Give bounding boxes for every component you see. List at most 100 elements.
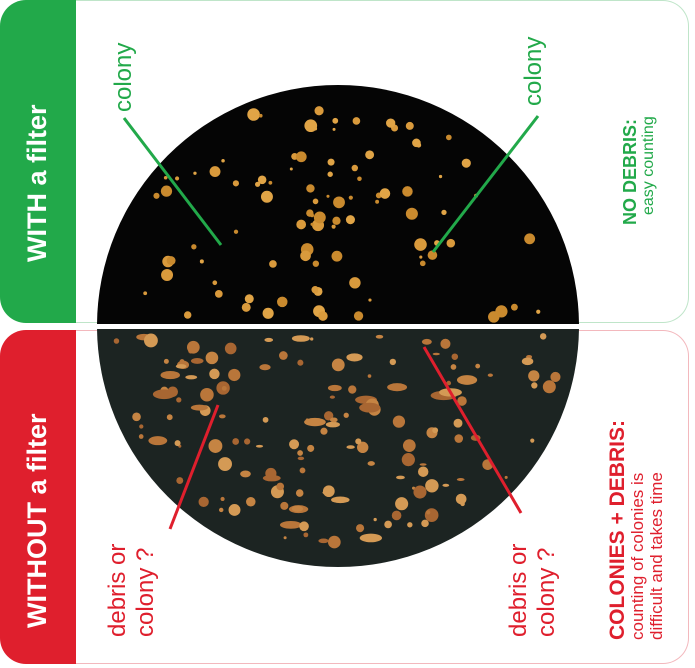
colony-dot [524, 233, 536, 245]
colony-dot [297, 450, 303, 456]
colony-dot [257, 175, 267, 185]
colony-dot [283, 536, 287, 540]
colony-dot [138, 434, 144, 439]
colony-dot [198, 496, 209, 507]
colony-dot [440, 338, 451, 349]
colony-dot [355, 438, 362, 445]
colony-dot [330, 417, 338, 423]
colony-dot [417, 466, 429, 477]
colony-dot [367, 461, 375, 466]
colony-dot [352, 117, 361, 125]
colony-dot [421, 519, 429, 528]
colony-dot [259, 364, 271, 371]
colony-dot [346, 353, 363, 362]
pointer-line-colony-left [122, 117, 223, 246]
colony-dot [345, 215, 355, 225]
colony-dot [191, 244, 197, 250]
colony-dot [357, 176, 362, 181]
colony-dot [262, 416, 269, 423]
colony-dot [205, 351, 219, 365]
colony-dot [419, 255, 423, 259]
colony-dot [313, 211, 326, 224]
colony-dot [391, 510, 402, 521]
colony-dot [166, 256, 176, 266]
colony-dot [542, 380, 556, 394]
colony-dot [395, 497, 409, 511]
colony-dot [424, 508, 439, 522]
colony-dot [160, 370, 180, 380]
colony-dot [218, 507, 224, 513]
colony-dot [392, 415, 406, 428]
colony-dot [326, 194, 330, 198]
colony-dot [368, 298, 372, 302]
colony-dot [186, 340, 200, 354]
debris-right-line1: debris or [505, 543, 532, 637]
colony-dot [289, 167, 293, 171]
colony-dot [247, 108, 260, 121]
colony-dot [296, 219, 307, 230]
colony-dot [209, 166, 221, 178]
colony-dot [346, 445, 355, 449]
colony-dot [255, 444, 264, 448]
colony-dot [306, 209, 314, 217]
no-debris-title: NO DEBRIS: [620, 118, 640, 225]
colony-dot [161, 269, 174, 281]
colony-dot [386, 118, 396, 128]
colony-dot [246, 497, 256, 507]
colony-dot [475, 363, 481, 369]
colony-dot [402, 186, 413, 197]
colony-dot [331, 496, 350, 504]
colony-dot [307, 444, 315, 452]
colony-dot [331, 250, 343, 262]
colony-dot [144, 333, 158, 348]
colony-dot [318, 311, 328, 321]
colony-dot [425, 479, 439, 493]
colony-dot [314, 106, 324, 116]
colony-dot [228, 368, 241, 382]
colony-dot [333, 196, 345, 209]
colony-dot [413, 485, 427, 499]
colony-dot [456, 478, 465, 481]
colony-dot [209, 368, 220, 380]
colony-dot [295, 489, 304, 497]
colony-dot [291, 505, 304, 512]
colony-dot [262, 307, 274, 319]
colony-dot [327, 384, 342, 392]
colony-dot [405, 121, 414, 130]
colony-dot [300, 250, 311, 262]
pointer-line-debris-left [168, 404, 220, 530]
colony-dot [367, 374, 372, 378]
colony-dot [279, 521, 302, 529]
colony-dot [455, 493, 467, 505]
colony-dot [221, 158, 225, 163]
colony-dot [175, 176, 180, 181]
colony-dot [445, 134, 452, 141]
colony-dot [325, 421, 340, 428]
colony-dot [185, 375, 198, 380]
colony-dot [528, 370, 540, 382]
colony-dot [310, 337, 314, 341]
colony-dot [379, 188, 391, 199]
colony-dot [451, 353, 459, 360]
debris-right-line2: colony ? [533, 547, 560, 637]
colony-dot [233, 229, 239, 234]
colony-dot [221, 385, 227, 391]
without-filter-band [0, 330, 76, 664]
colony-dot [389, 358, 397, 366]
colony-dot [228, 504, 241, 516]
colony-dot [291, 335, 310, 342]
colony-dot [510, 303, 518, 311]
colony-dot [276, 296, 288, 308]
colony-dot [401, 453, 415, 467]
colony-dot [446, 380, 452, 386]
colony-dot [432, 352, 440, 356]
colony-dot [450, 364, 457, 370]
colony-dot [454, 434, 464, 443]
colony-dot [441, 209, 447, 216]
colony-dot [348, 195, 353, 200]
colony-dot [258, 113, 263, 118]
colony-dot [332, 117, 339, 124]
colony-dot [280, 501, 289, 510]
colony-dot [421, 338, 432, 345]
colony-dot [387, 383, 408, 392]
